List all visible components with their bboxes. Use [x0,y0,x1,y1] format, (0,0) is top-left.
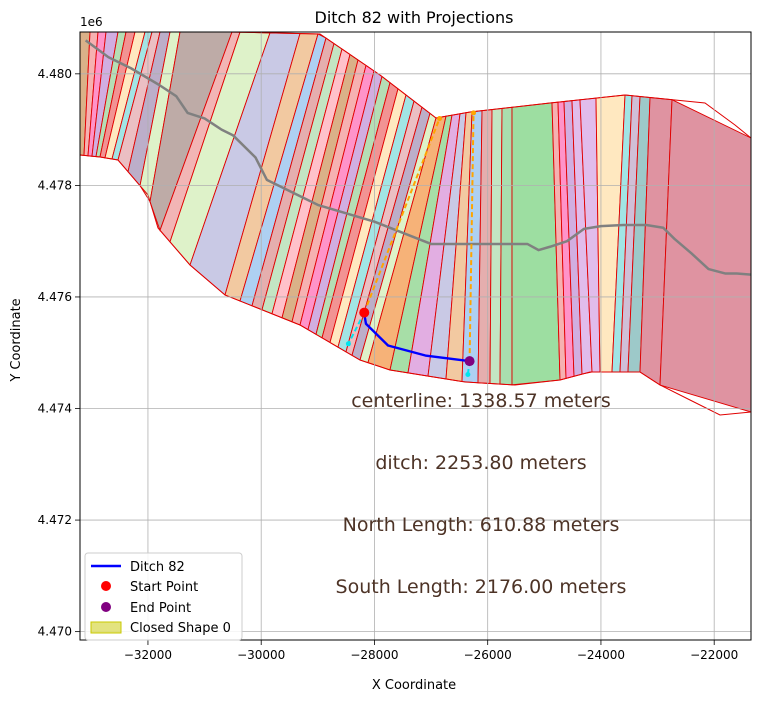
projection-endpoint [437,115,443,121]
y-tick-label: 4.480 [38,67,72,81]
annotation-ditch: ditch: 2253.80 meters [375,452,586,474]
legend-end-point-swatch [101,602,111,612]
plot-frame [79,31,752,641]
ditch-polygons [80,32,751,416]
annotation-south-length: South Length: 2176.00 meters [336,576,627,598]
legend-start-point-swatch [101,581,111,591]
y-tick-label: 4.472 [38,513,72,527]
x-tick-label: −30000 [237,648,285,662]
polygon-outline-top [80,32,751,139]
legend-end-label: End Point [130,601,191,616]
y-tick-label: 4.470 [38,625,72,639]
ditch-segment-polygon [499,106,513,386]
x-tick-label: −22000 [690,648,738,662]
polygon-outline-bottom [80,154,751,416]
y-tick-label: 4.474 [38,402,72,416]
projection-endpoint [345,341,351,347]
grid-lines [80,32,751,640]
x-axis-ticks: −32000 −30000 −28000 −26000 −24000 −22000 [124,640,738,662]
annotation-centerline: centerline: 1338.57 meters [351,390,611,412]
x-tick-label: −32000 [124,648,172,662]
x-axis-label: X Coordinate [372,678,456,693]
projection-line [363,118,441,313]
ditch-82-line [363,313,470,363]
annotation-north-length: North Length: 610.88 meters [343,514,620,536]
y-tick-label: 4.476 [38,290,72,304]
legend-closed-shape-label: Closed Shape 0 [130,621,231,636]
x-tick-label: −28000 [350,648,398,662]
y-tick-label: 4.478 [38,178,72,192]
projection-endpoint [465,371,471,377]
end-point-marker [464,356,475,367]
legend: Ditch 82 Start Point End Point Closed Sh… [84,552,243,641]
start-point-marker [359,307,370,318]
x-tick-label: −24000 [577,648,625,662]
centerline [84,39,751,276]
legend-closed-shape-swatch [90,621,122,634]
plot-lines [84,39,751,377]
y-axis-ticks: 4.470 4.472 4.474 4.476 4.478 4.480 [38,67,80,639]
legend-box [84,552,243,641]
projection-endpoint [471,110,477,116]
legend-start-label: Start Point [130,580,198,595]
x-tick-label: −26000 [464,648,512,662]
chart-title: Ditch 82 with Projections [315,8,514,27]
projection-line [468,112,475,362]
ditch-segment-polygon [659,98,751,413]
legend-ditch-label: Ditch 82 [130,560,185,575]
y-axis-label: Y Coordinate [9,298,24,382]
projection-line [347,312,366,345]
y-offset-label: 1e6 [80,15,103,29]
